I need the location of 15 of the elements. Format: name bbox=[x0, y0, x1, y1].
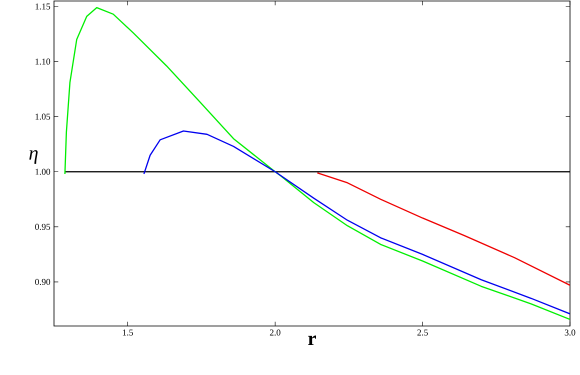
line-series bbox=[143, 130, 570, 315]
x-tick-label: 2.5 bbox=[417, 330, 428, 336]
y-tick-label: 1.05 bbox=[36, 114, 50, 120]
y-tick-label: 0.95 bbox=[35, 224, 50, 230]
y-axis-title: η bbox=[29, 150, 38, 164]
line-series bbox=[316, 172, 570, 286]
y-tick-label: 0.90 bbox=[35, 278, 50, 285]
x-tick-label: 3.0 bbox=[564, 330, 576, 336]
x-tick-label: 1.5 bbox=[122, 330, 133, 336]
y-tick-label: 1.00 bbox=[36, 168, 50, 175]
line-series bbox=[64, 6, 570, 320]
x-axis-title: r bbox=[308, 336, 316, 345]
y-tick-label: 1.15 bbox=[36, 3, 50, 10]
x-tick-label: 2.0 bbox=[270, 330, 280, 336]
y-tick-label: 1.10 bbox=[36, 58, 50, 65]
